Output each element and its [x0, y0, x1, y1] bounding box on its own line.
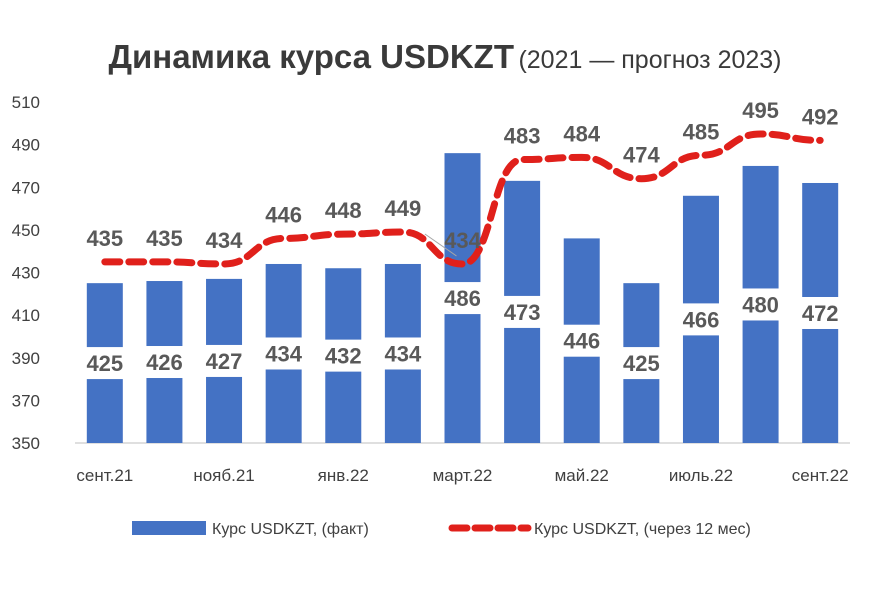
y-tick-label: 450: [12, 221, 40, 240]
line-data-label: 495: [742, 98, 779, 123]
label-leader-line: [424, 233, 457, 257]
bar-data-label: 426: [146, 350, 183, 375]
line-data-label: 492: [802, 104, 839, 129]
y-tick-label: 430: [12, 264, 40, 283]
bar-data-label: 434: [265, 341, 302, 366]
bar-label-background: [500, 295, 545, 328]
line-data-label: 435: [146, 226, 183, 251]
bar-label-background: [142, 346, 187, 379]
chart-title: Динамика курса USDKZT (2021 — прогноз 20…: [0, 38, 890, 76]
line-series: [101, 130, 824, 268]
chart-title-subtitle: (2021 — прогноз 2023): [518, 46, 782, 74]
bar-label-background: [619, 347, 664, 380]
bar-label-background: [380, 337, 425, 370]
x-tick-label: июль.22: [669, 466, 733, 485]
x-axis-ticks: сент.21 нояб.21 янв.22 март.22 май.22 июль.22…: [76, 466, 848, 485]
x-tick-label: янв.22: [318, 466, 369, 485]
bar-label-background: [202, 344, 247, 377]
line-data-label: 446: [265, 202, 302, 227]
bar-label-background: [321, 339, 366, 372]
bar-label-background: [440, 282, 485, 315]
bar-data-labels: 425 426 427 434 432 434 486 473 446 425 466 480 472: [82, 282, 843, 380]
bar-label-background: [798, 296, 843, 329]
legend-line-label: Курс USDKZT, (через 12 мес): [534, 521, 751, 538]
y-tick-label: 410: [12, 306, 40, 325]
bar-data-label: 427: [206, 349, 243, 374]
y-tick-label: 370: [12, 391, 40, 410]
bar-data-label: 472: [802, 301, 839, 326]
y-tick-label: 470: [12, 178, 40, 197]
x-tick-label: нояб.21: [193, 466, 254, 485]
bar-label-background: [738, 288, 783, 321]
line-data-labels: 435 435 434 446 448 449 434 483 484 474 485 495 492: [86, 98, 839, 257]
line-data-label: 474: [623, 143, 660, 168]
legend-bar-swatch: [132, 521, 206, 535]
bar-data-label: 480: [742, 292, 779, 317]
line-data-label: 435: [86, 226, 123, 251]
bar-data-label: 432: [325, 344, 362, 369]
legend: Курс USDKZT, (факт) Курс USDKZT, (через …: [132, 521, 751, 538]
line-data-label: 448: [325, 198, 362, 223]
line-data-label: 434: [206, 228, 243, 253]
bar-data-label: 486: [444, 286, 481, 311]
bar-label-background: [82, 347, 127, 380]
x-tick-label: сент.22: [792, 466, 849, 485]
line-data-label: 483: [504, 124, 541, 149]
bar-data-label: 425: [623, 351, 660, 376]
bar-data-label: 473: [504, 300, 541, 325]
bar-label-background: [261, 337, 306, 370]
bar-data-label: 434: [385, 341, 422, 366]
bar-data-label: 466: [683, 307, 720, 332]
y-axis-ticks: 350 370 390 410 430 450 470 490 510: [12, 93, 40, 453]
bar-data-label: 425: [86, 351, 123, 376]
bar-label-background: [678, 303, 723, 336]
y-tick-label: 390: [12, 349, 40, 368]
legend-bar-label: Курс USDKZT, (факт): [212, 521, 369, 538]
forecast-line: [101, 130, 824, 268]
y-tick-label: 350: [12, 434, 40, 453]
line-data-label: 485: [683, 119, 720, 144]
x-tick-label: март.22: [433, 466, 493, 485]
bar-label-background: [559, 324, 604, 357]
x-tick-label: сент.21: [76, 466, 133, 485]
x-tick-label: май.22: [555, 466, 609, 485]
line-data-label: 484: [563, 121, 600, 146]
chart-title-main: Динамика курса USDKZT: [108, 38, 514, 75]
line-data-label: 449: [385, 196, 422, 221]
y-tick-label: 510: [12, 93, 40, 112]
y-tick-label: 490: [12, 136, 40, 155]
bar-data-label: 446: [563, 329, 600, 354]
line-data-label: 434: [444, 228, 481, 253]
